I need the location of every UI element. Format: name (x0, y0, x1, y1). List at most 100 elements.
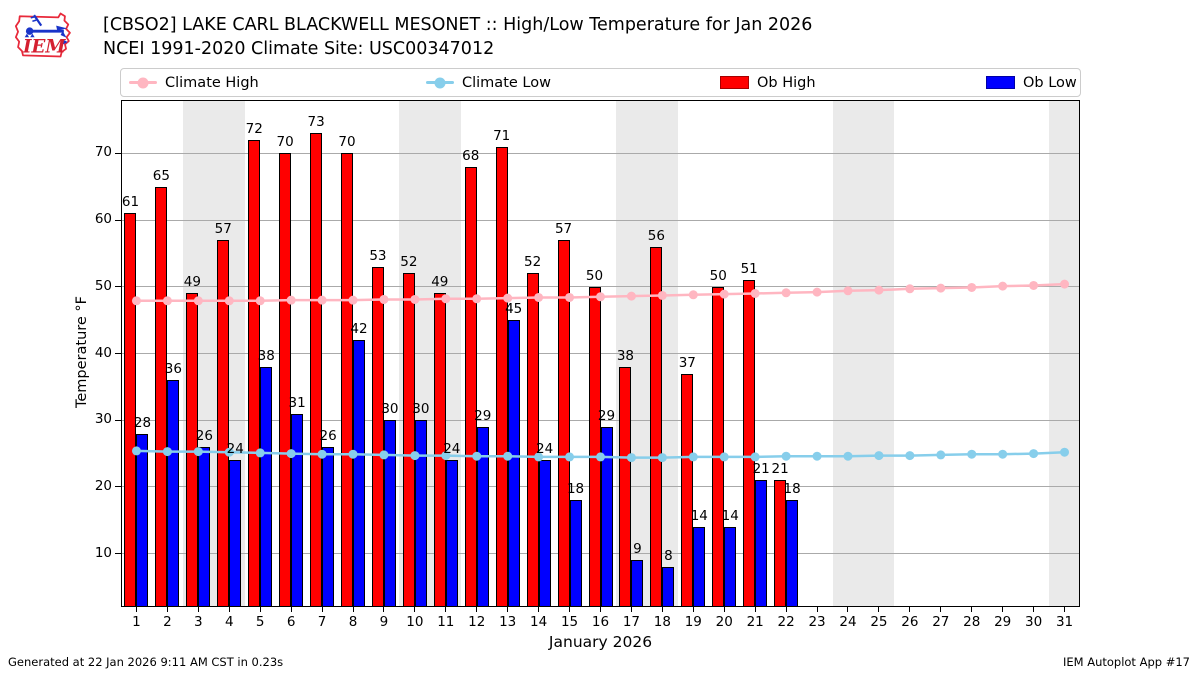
x-tick-label: 13 (499, 614, 517, 630)
climate-high-point (812, 287, 822, 297)
x-tick-label: 25 (870, 614, 888, 630)
legend: Climate High Climate Low Ob High Ob Low (120, 68, 1081, 97)
y-gridline (121, 152, 1080, 154)
climate-low-point (193, 447, 203, 457)
x-tick-label: 16 (591, 614, 610, 630)
y-tick-mark (115, 353, 121, 354)
climate-high-point (286, 295, 296, 305)
y-gridline (121, 286, 1080, 288)
climate-high-point (379, 294, 389, 304)
ob-low-value-label: 24 (226, 441, 244, 458)
climate-low-point (565, 452, 575, 462)
x-tick-mark (600, 607, 601, 612)
climate-low-point (812, 451, 822, 461)
climate-high-point (162, 296, 172, 306)
generated-timestamp: Generated at 22 Jan 2026 9:11 AM CST in … (8, 655, 284, 669)
legend-item-ob-high: Ob High (720, 69, 816, 96)
climate-low-line-icon (426, 77, 454, 88)
climate-high-point (843, 286, 853, 296)
ob-low-value-label: 14 (690, 507, 708, 524)
x-tick-mark (971, 607, 973, 612)
ob-low-value-label: 9 (633, 541, 642, 558)
ob-low-value-label: 24 (443, 441, 461, 458)
x-tick-label: 17 (622, 614, 641, 630)
x-tick-label: 3 (194, 614, 203, 630)
y-tick-label: 20 (94, 477, 112, 494)
y-tick-label: 60 (94, 211, 112, 228)
climate-low-point (843, 451, 853, 461)
ob-low-value-label: 42 (350, 321, 368, 338)
climate-low-point (750, 452, 760, 462)
climate-high-point (688, 290, 698, 300)
ob-high-value-label: 38 (616, 347, 635, 364)
x-tick-mark (476, 607, 478, 612)
climate-high-point (348, 295, 358, 305)
iem-logo: IEM (14, 12, 71, 58)
ob-high-value-label: 56 (647, 227, 665, 244)
ob-high-value-label: 71 (493, 127, 511, 144)
ob-high-value-label: 37 (678, 354, 696, 371)
ob-high-value-label: 72 (245, 121, 263, 138)
x-tick-label: 28 (963, 614, 981, 630)
climate-lines-overlay (131, 279, 1070, 463)
ob-high-swatch-icon (720, 76, 749, 89)
ob-high-value-label: 73 (307, 114, 325, 131)
x-tick-label: 27 (932, 614, 950, 630)
x-tick-label: 8 (348, 614, 358, 630)
ob-high-value-label: 61 (121, 194, 140, 211)
y-gridline (121, 219, 1080, 221)
climate-high-point (874, 285, 884, 295)
climate-low-point (410, 451, 420, 461)
climate-high-point (193, 296, 203, 306)
climate-high-point (1029, 280, 1039, 290)
x-tick-mark (692, 607, 694, 612)
climate-low-point (874, 451, 884, 461)
x-tick-label: 6 (286, 614, 296, 630)
iowa-outline-icon (14, 12, 71, 58)
ob-high-value-label: 53 (369, 247, 387, 264)
climate-low-point (162, 447, 172, 457)
x-tick-label: 31 (1055, 614, 1074, 630)
x-tick-mark (228, 607, 230, 612)
ob-low-value-label: 21 (752, 461, 770, 478)
ob-high-value-label: 49 (431, 274, 449, 291)
y-tick-label: 50 (94, 277, 112, 294)
climate-high-point (224, 296, 234, 306)
ob-low-value-label: 18 (566, 481, 585, 498)
climate-low-point (781, 451, 791, 461)
climate-low-point (936, 450, 946, 460)
x-tick-mark (847, 607, 849, 612)
x-tick-mark (940, 607, 942, 612)
legend-item-ob-low: Ob Low (986, 69, 1077, 96)
x-tick-label: 14 (530, 614, 548, 630)
climate-high-point (657, 290, 667, 300)
climate-low-point (1029, 449, 1039, 459)
climate-low-point (967, 449, 977, 459)
x-tick-label: 22 (777, 614, 795, 630)
climate-low-point (905, 451, 915, 461)
ob-low-value-label: 8 (664, 547, 673, 564)
x-tick-label: 4 (224, 614, 234, 630)
x-tick-mark (1064, 607, 1066, 612)
y-tick-mark (115, 219, 121, 221)
climate-high-point (750, 288, 760, 298)
x-tick-mark (135, 607, 137, 612)
legend-item-climate-high: Climate High (129, 69, 259, 96)
climate-high-point (131, 296, 141, 306)
x-tick-mark (909, 607, 911, 612)
legend-item-climate-low: Climate Low (426, 69, 551, 96)
ob-low-value-label: 45 (505, 301, 523, 318)
x-tick-label: 24 (839, 614, 857, 630)
x-tick-mark (290, 607, 292, 612)
climate-high-point (317, 295, 327, 305)
iem-logo-text: IEM (22, 37, 66, 58)
climate-low-point (286, 449, 296, 459)
x-tick-mark (197, 607, 199, 612)
climate-low-point (596, 452, 605, 462)
climate-high-point (534, 292, 544, 302)
y-tick-mark (115, 286, 121, 288)
y-tick-label: 10 (94, 544, 112, 561)
climate-low-point (131, 446, 141, 456)
x-tick-label: 12 (468, 614, 486, 630)
